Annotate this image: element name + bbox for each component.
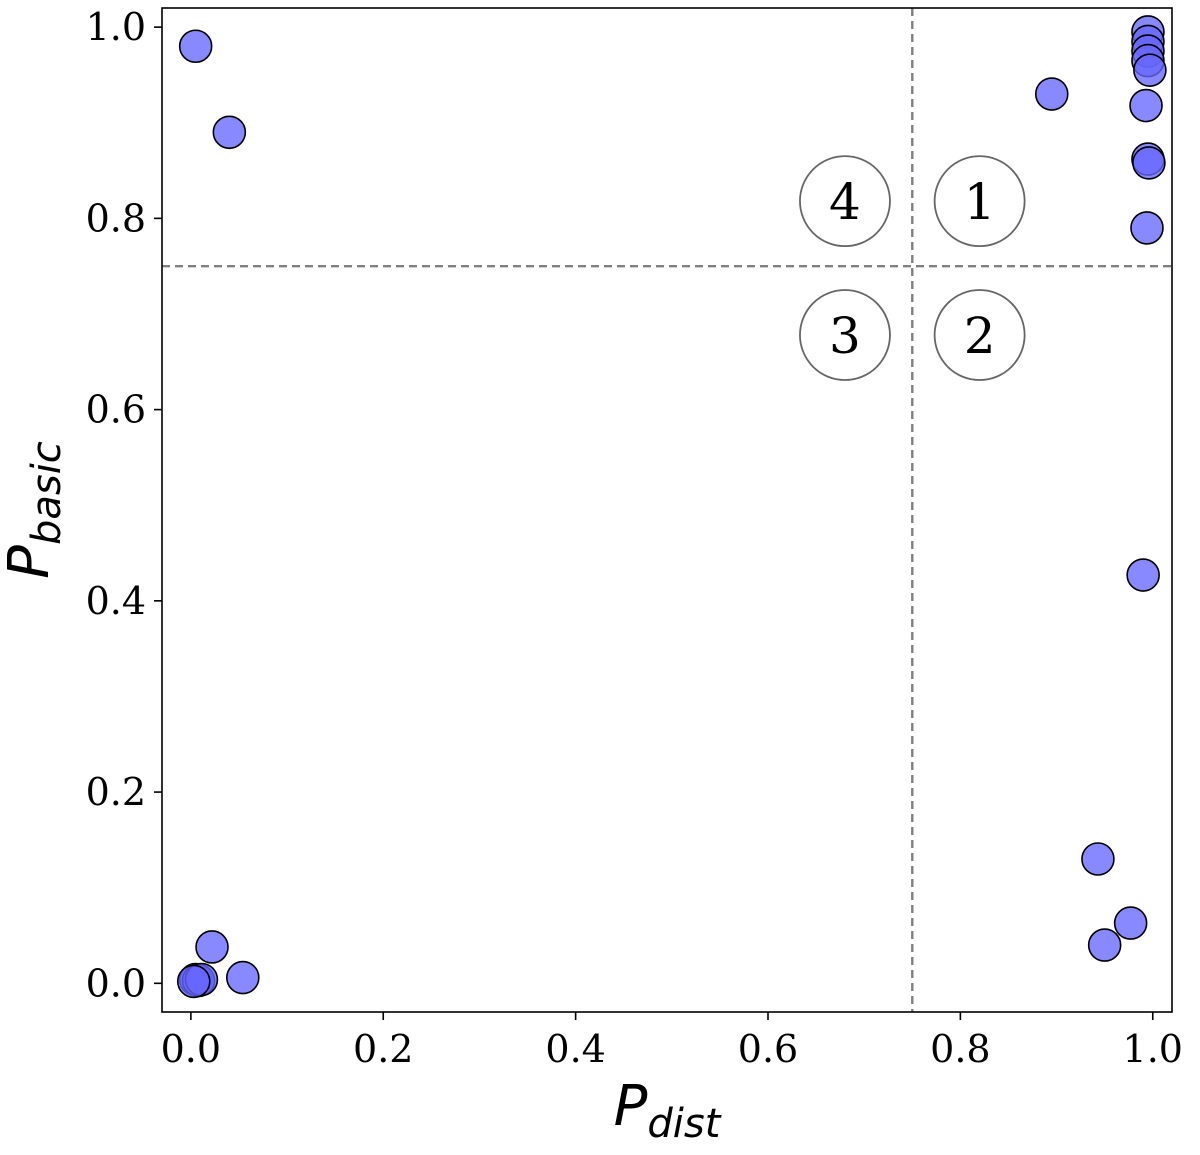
quadrant-label: 2 xyxy=(964,307,996,365)
data-point xyxy=(1132,146,1166,180)
data-point xyxy=(1133,53,1167,87)
data-point xyxy=(178,29,213,64)
quadrant-circle xyxy=(799,289,891,381)
data-point xyxy=(1130,211,1164,245)
x-tick-label: 0.0 xyxy=(161,1027,221,1071)
y-axis-title: Pbasic xyxy=(0,441,70,579)
y-tick-label: 0.8 xyxy=(86,196,146,240)
quadrant-markers: 1 2 3 4 xyxy=(799,155,1026,381)
y-axis-title-sub: basic xyxy=(24,441,70,545)
quadrant-label: 4 xyxy=(829,173,861,231)
quadrant-circle xyxy=(933,289,1026,381)
x-tick-label: 0.2 xyxy=(353,1027,413,1071)
quadrant-4-marker: 4 xyxy=(799,155,891,248)
x-tick-label: 0.8 xyxy=(930,1027,990,1071)
data-point xyxy=(1034,77,1069,111)
y-axis-title-main: P xyxy=(0,545,62,579)
x-axis-title: Pdist xyxy=(614,1074,722,1147)
y-tick-label: 0.6 xyxy=(86,388,146,432)
quadrant-circle xyxy=(933,155,1026,248)
axis-ticks: 0.0 0.2 0.4 0.6 0.8 1.0 0.0 0.2 0.4 0.6 0.8 1.0 xyxy=(86,5,1183,1071)
x-tick-label: 1.0 xyxy=(1123,1027,1183,1071)
data-point xyxy=(1126,558,1160,592)
x-tick-label: 0.6 xyxy=(738,1027,798,1071)
threshold-lines xyxy=(162,8,1172,1012)
y-tick-label: 0.4 xyxy=(86,579,146,623)
quadrant-2-marker: 2 xyxy=(933,289,1026,381)
quadrant-label: 3 xyxy=(829,307,861,365)
quadrant-1-marker: 1 xyxy=(933,155,1026,248)
y-tick-label: 0.0 xyxy=(86,961,146,1005)
data-point xyxy=(1087,928,1122,962)
plot-frame xyxy=(161,7,1173,1013)
data-points xyxy=(176,15,1167,999)
y-tick-label: 0.2 xyxy=(86,770,146,814)
x-axis-title-sub: dist xyxy=(647,1101,721,1147)
quadrant-circle xyxy=(799,155,891,248)
data-point xyxy=(212,115,247,150)
data-point xyxy=(195,930,229,964)
data-point xyxy=(1081,842,1115,876)
x-tick-label: 0.4 xyxy=(545,1027,605,1071)
data-point xyxy=(176,964,211,999)
quadrant-3-marker: 3 xyxy=(799,289,891,381)
data-point xyxy=(1129,88,1163,123)
quadrant-label: 1 xyxy=(964,173,996,231)
data-point xyxy=(1113,906,1148,940)
y-tick-label: 1.0 xyxy=(86,5,146,49)
x-axis-title-main: P xyxy=(614,1074,648,1139)
data-point xyxy=(226,960,260,995)
